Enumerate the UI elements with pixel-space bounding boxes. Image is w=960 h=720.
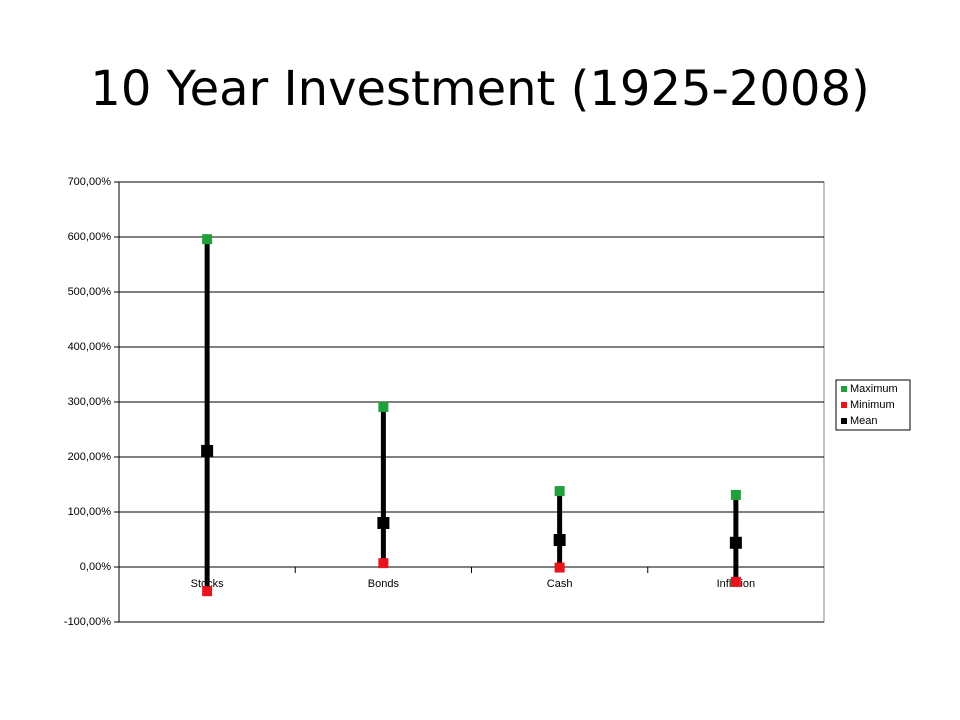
legend-swatch [841,418,847,424]
chart-title: 10 Year Investment (1925-2008) [90,61,869,117]
marker [730,489,741,500]
y-tick-label: 300,00% [68,396,112,408]
legend-swatch [841,386,847,392]
marker [553,534,566,547]
y-tick-label: 200,00% [68,451,112,463]
marker [378,401,389,412]
marker [201,444,214,457]
y-tick-label: 500,00% [68,286,112,298]
y-tick-label: 700,00% [68,176,112,188]
y-tick-label: -100,00% [64,616,111,628]
y-tick-label: 600,00% [68,231,112,243]
legend-swatch [841,402,847,408]
legend-box [835,379,911,431]
x-tick-label: Cash [547,578,573,590]
y-tick-label: 100,00% [68,506,112,518]
x-tick-label: Stocks [191,578,225,590]
marker [378,558,389,569]
legend-label: Minimum [850,399,895,411]
marker [202,234,213,245]
x-tick-label: Bonds [368,578,400,590]
marker [729,536,742,549]
marker [730,576,741,587]
marker [202,586,213,597]
marker [554,486,565,497]
legend-label: Maximum [850,383,898,395]
marker [554,562,565,573]
y-tick-label: 400,00% [68,341,112,353]
marker [377,517,390,529]
legend-label: Mean [850,415,878,427]
y-tick-label: 0,00% [80,561,111,573]
